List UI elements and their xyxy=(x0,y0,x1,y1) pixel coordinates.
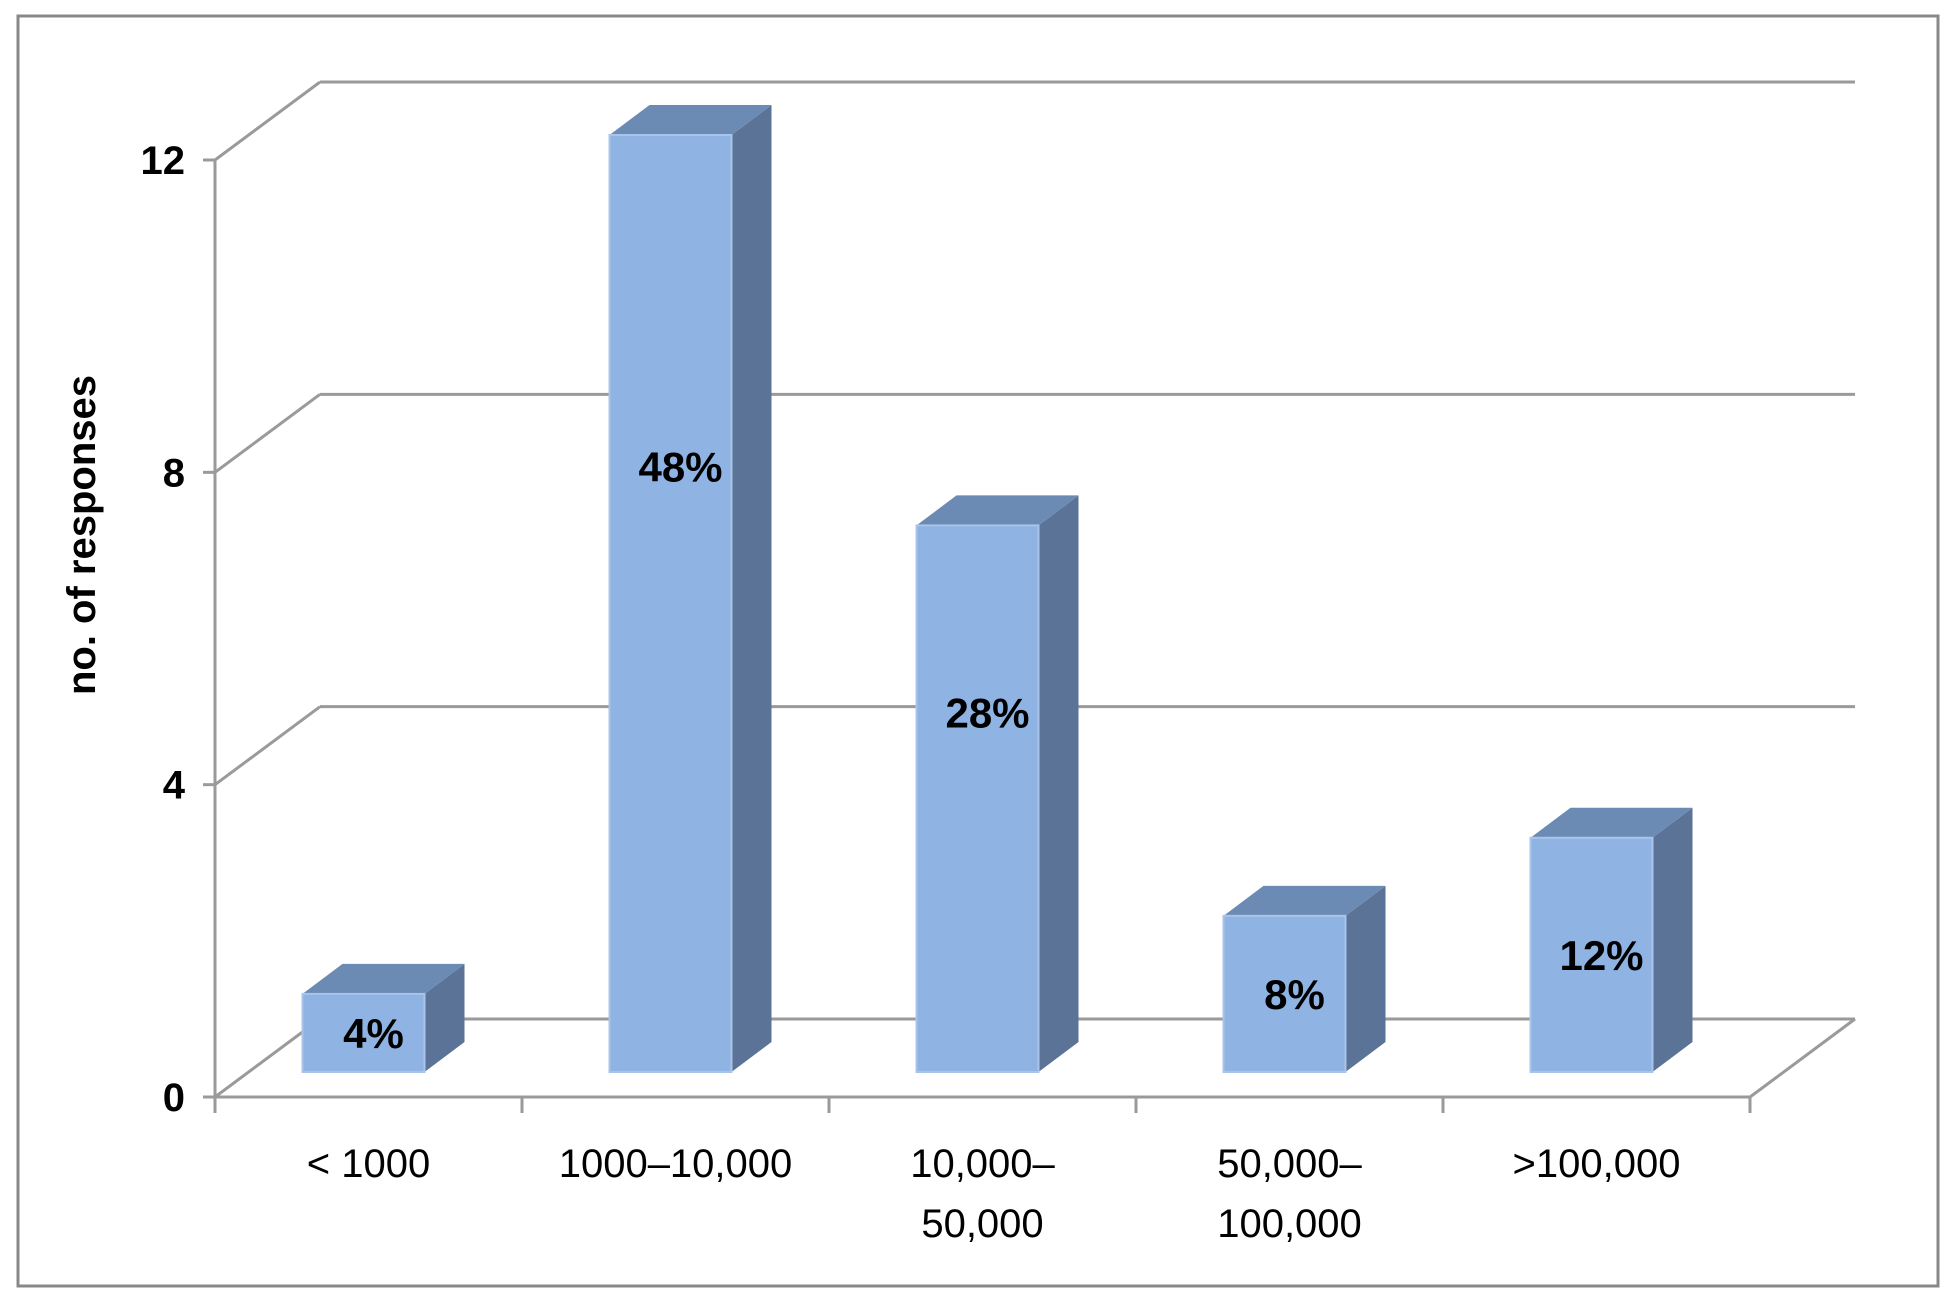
floor-right-edge xyxy=(1749,1017,1856,1099)
chart-axes xyxy=(203,158,1752,1113)
side-wall-gridline xyxy=(214,705,321,786)
bar-side xyxy=(1652,807,1693,1072)
y-tick-label: 0 xyxy=(163,1076,185,1120)
y-tick-label: 4 xyxy=(163,764,186,808)
x-tick-label: 50,000 xyxy=(921,1202,1043,1246)
side-wall-gridline xyxy=(214,393,321,474)
data-label: 8% xyxy=(1264,971,1325,1018)
bar-top xyxy=(1223,885,1386,916)
x-tick-label: 100,000 xyxy=(1217,1202,1362,1246)
bar-top xyxy=(609,105,772,135)
data-label: 12% xyxy=(1559,932,1643,979)
bar-side xyxy=(1345,885,1386,1072)
x-tick-label: 10,000– xyxy=(910,1142,1055,1186)
bar xyxy=(1222,914,1347,1073)
bar-top xyxy=(916,495,1079,526)
data-label: 28% xyxy=(945,690,1029,737)
bar-side xyxy=(424,963,465,1072)
bar xyxy=(915,524,1040,1073)
y-tick-label: 12 xyxy=(141,139,186,183)
data-label: 48% xyxy=(638,444,722,491)
bar-side xyxy=(731,105,772,1072)
y-axis-title: no. of responses xyxy=(60,375,104,695)
bar-top xyxy=(1530,807,1693,838)
bar-group xyxy=(1222,885,1386,1073)
bar-group xyxy=(915,495,1079,1073)
x-tick-label: 1000–10,000 xyxy=(559,1142,793,1186)
bar xyxy=(301,992,426,1074)
bar xyxy=(608,134,733,1073)
y-tick-label: 8 xyxy=(163,451,185,495)
bar-group xyxy=(1529,807,1693,1073)
bar-group xyxy=(301,963,465,1074)
bar-group xyxy=(608,105,772,1073)
bar-top xyxy=(302,963,465,994)
chart-labels: 0 4 8 12 4% < 1000 48% 1000–10,000 28% 10,000– 50,… xyxy=(141,139,1681,1246)
x-tick-label: >100,000 xyxy=(1513,1142,1681,1186)
bar-side xyxy=(1038,495,1079,1073)
data-label: 4% xyxy=(343,1010,404,1057)
x-tick-label: 50,000– xyxy=(1217,1142,1362,1186)
x-tick-label: < 1000 xyxy=(307,1142,430,1186)
bar xyxy=(1529,836,1654,1073)
chart-bars xyxy=(301,105,1693,1074)
side-wall-gridline xyxy=(214,80,321,162)
